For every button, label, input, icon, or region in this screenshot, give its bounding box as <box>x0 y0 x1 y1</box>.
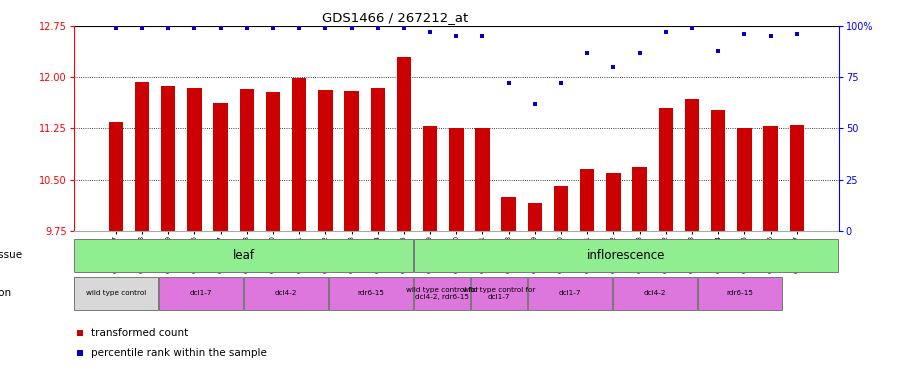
Bar <box>75 277 158 310</box>
Bar <box>789 125 804 231</box>
Bar <box>245 277 328 310</box>
Bar <box>329 277 413 310</box>
Text: wild type control for
dcl1-7: wild type control for dcl1-7 <box>463 286 535 300</box>
Bar <box>75 239 413 272</box>
Bar <box>187 88 202 231</box>
Text: percentile rank within the sample: percentile rank within the sample <box>91 348 266 358</box>
Text: tissue: tissue <box>0 250 22 260</box>
Bar <box>213 103 228 231</box>
Bar <box>633 167 647 231</box>
Bar <box>475 128 490 231</box>
Text: genotype/variation: genotype/variation <box>0 288 12 298</box>
Bar <box>161 86 176 231</box>
Bar <box>580 169 595 231</box>
Bar <box>471 277 526 310</box>
Bar <box>613 277 697 310</box>
Text: dcl1-7: dcl1-7 <box>558 290 580 296</box>
Bar <box>266 92 280 231</box>
Bar <box>501 196 516 231</box>
Bar <box>527 203 542 231</box>
Bar <box>397 57 411 231</box>
Text: dcl1-7: dcl1-7 <box>190 290 212 296</box>
Bar <box>414 239 838 272</box>
Bar <box>371 88 385 231</box>
Bar <box>527 277 612 310</box>
Bar <box>109 122 123 231</box>
Bar <box>239 89 254 231</box>
Bar <box>135 82 149 231</box>
Text: inflorescence: inflorescence <box>587 249 665 262</box>
Text: transformed count: transformed count <box>91 328 188 338</box>
Bar <box>345 91 359 231</box>
Bar <box>414 277 470 310</box>
Text: leaf: leaf <box>233 249 255 262</box>
Text: dcl4-2: dcl4-2 <box>644 290 666 296</box>
Title: GDS1466 / 267212_at: GDS1466 / 267212_at <box>322 11 468 24</box>
Text: rdr6-15: rdr6-15 <box>726 290 753 296</box>
Bar <box>449 128 464 231</box>
Bar <box>737 128 751 231</box>
Bar <box>659 108 673 231</box>
Bar <box>607 173 621 231</box>
Bar <box>318 90 332 231</box>
Bar <box>763 126 778 231</box>
Bar <box>554 186 568 231</box>
Text: wild type control: wild type control <box>86 290 147 296</box>
Bar <box>292 78 306 231</box>
Text: dcl4-2: dcl4-2 <box>275 290 298 296</box>
Bar <box>685 99 699 231</box>
Bar <box>423 126 437 231</box>
Bar <box>159 277 243 310</box>
Bar <box>711 110 725 231</box>
Bar <box>698 277 781 310</box>
Text: rdr6-15: rdr6-15 <box>358 290 385 296</box>
Text: wild type control for
dcl4-2, rdr6-15: wild type control for dcl4-2, rdr6-15 <box>406 286 478 300</box>
